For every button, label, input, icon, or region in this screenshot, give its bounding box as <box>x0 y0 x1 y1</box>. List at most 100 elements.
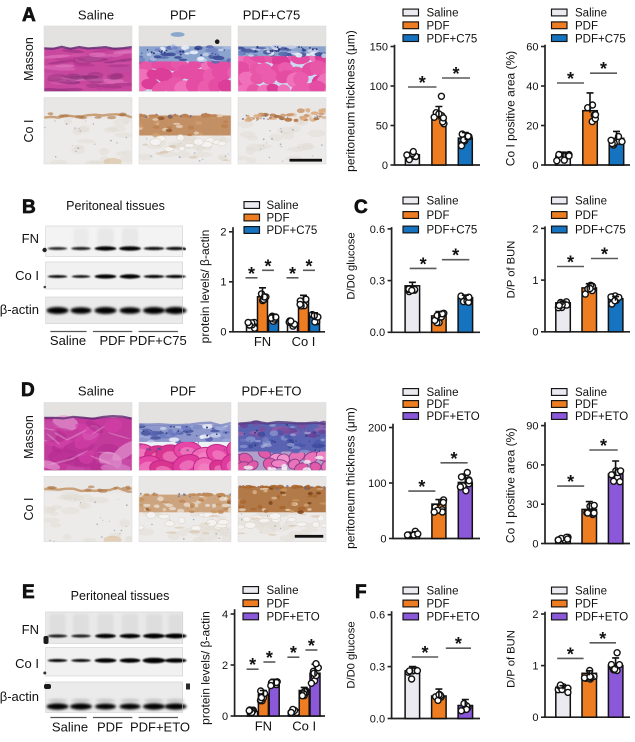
svg-text:0.6: 0.6 <box>370 610 385 622</box>
svg-text:Saline: Saline <box>575 196 607 208</box>
svg-text:0.3: 0.3 <box>370 276 385 288</box>
svg-text:Saline: Saline <box>50 333 86 348</box>
svg-text:F: F <box>355 582 367 603</box>
svg-text:0: 0 <box>222 711 228 723</box>
svg-text:Saline: Saline <box>427 8 459 20</box>
svg-text:peritoneum thickness (μm): peritoneum thickness (μm) <box>344 30 358 172</box>
svg-text:*: * <box>421 643 428 663</box>
svg-text:0: 0 <box>532 160 538 172</box>
svg-text:D/P of BUN: D/P of BUN <box>506 630 518 688</box>
svg-text:*: * <box>599 629 606 649</box>
svg-text:PDF: PDF <box>97 720 123 735</box>
svg-text:PDF: PDF <box>575 210 598 222</box>
svg-text:Saline: Saline <box>575 8 607 20</box>
svg-text:PDF+ETO: PDF+ETO <box>241 384 301 399</box>
svg-text:D/D0 glucose: D/D0 glucose <box>346 232 358 299</box>
svg-text:40: 40 <box>526 81 538 93</box>
svg-text:Masson: Masson <box>22 415 36 459</box>
svg-text:*: * <box>248 264 255 284</box>
svg-text:*: * <box>305 256 312 276</box>
svg-text:Co I: Co I <box>15 656 39 671</box>
svg-text:2: 2 <box>532 609 538 621</box>
svg-text:60: 60 <box>526 460 538 472</box>
svg-text:E: E <box>22 582 35 603</box>
svg-text:FN: FN <box>255 719 272 734</box>
svg-text:PDF+C75: PDF+C75 <box>575 33 626 45</box>
svg-text:0: 0 <box>532 327 538 339</box>
svg-text:PDF: PDF <box>100 333 126 348</box>
svg-text:0: 0 <box>380 533 386 545</box>
svg-text:*: * <box>567 69 574 89</box>
svg-text:PDF: PDF <box>427 399 450 411</box>
svg-text:Co I: Co I <box>22 498 36 521</box>
svg-text:Masson: Masson <box>22 37 36 81</box>
svg-text:0.3: 0.3 <box>370 662 385 674</box>
svg-text:200: 200 <box>368 422 386 434</box>
svg-text:PDF: PDF <box>427 210 450 222</box>
svg-text:*: * <box>601 245 608 265</box>
svg-text:1: 1 <box>532 661 538 673</box>
svg-text:D: D <box>21 380 35 401</box>
svg-text:PDF+C75: PDF+C75 <box>243 8 300 23</box>
svg-text:PDF: PDF <box>267 213 290 225</box>
svg-text:2: 2 <box>220 227 226 239</box>
svg-text:Saline: Saline <box>78 384 114 399</box>
svg-text:*: * <box>455 634 462 654</box>
svg-text:*: * <box>289 264 296 284</box>
svg-text:FN: FN <box>22 622 39 637</box>
svg-text:0.0: 0.0 <box>370 327 385 339</box>
svg-text:PDF: PDF <box>427 599 450 611</box>
svg-text:*: * <box>451 449 458 469</box>
svg-text:PDF+ETO: PDF+ETO <box>130 720 190 735</box>
svg-text:0: 0 <box>532 712 538 724</box>
svg-text:B: B <box>22 197 36 218</box>
svg-text:PDF: PDF <box>427 21 450 33</box>
svg-text:D/P of BUN: D/P of BUN <box>506 241 518 299</box>
svg-text:*: * <box>418 477 425 497</box>
svg-text:100: 100 <box>370 81 388 93</box>
svg-text:PDF+ETO: PDF+ETO <box>267 612 320 624</box>
svg-text:30: 30 <box>526 499 538 511</box>
svg-text:*: * <box>290 643 297 663</box>
svg-text:PDF+ETO: PDF+ETO <box>427 612 480 624</box>
svg-text:4: 4 <box>222 609 228 621</box>
svg-text:FN: FN <box>254 334 271 349</box>
svg-text:Co I: Co I <box>292 719 316 734</box>
svg-text:PDF+C75: PDF+C75 <box>427 225 478 237</box>
svg-text:20: 20 <box>526 120 538 132</box>
svg-text:PDF+C75: PDF+C75 <box>267 225 318 237</box>
svg-text:150: 150 <box>370 41 388 53</box>
svg-text:*: * <box>249 655 256 675</box>
svg-text:PDF: PDF <box>170 8 196 23</box>
svg-text:*: * <box>420 254 427 274</box>
svg-text:D/D0 glucose: D/D0 glucose <box>346 621 358 688</box>
svg-text:β-actin: β-actin <box>0 689 39 704</box>
svg-text:60: 60 <box>526 41 538 53</box>
svg-text:Saline: Saline <box>52 720 88 735</box>
svg-text:*: * <box>600 59 607 79</box>
svg-text:*: * <box>266 648 273 668</box>
svg-text:β-actin: β-actin <box>0 302 39 317</box>
svg-text:*: * <box>452 64 459 84</box>
svg-text:protein levels/ β-actin: protein levels/ β-actin <box>198 230 212 344</box>
svg-text:Co I positive area (%): Co I positive area (%) <box>504 428 518 543</box>
svg-text:*: * <box>419 73 426 93</box>
svg-text:*: * <box>567 253 574 273</box>
svg-text:Saline: Saline <box>575 387 607 399</box>
svg-text:*: * <box>452 246 459 266</box>
svg-text:peritoneum thickness (μm): peritoneum thickness (μm) <box>344 407 358 549</box>
svg-text:*: * <box>567 472 574 492</box>
svg-text:PDF+C75: PDF+C75 <box>427 33 478 45</box>
svg-text:*: * <box>567 644 574 664</box>
svg-text:PDF: PDF <box>575 399 598 411</box>
svg-text:Saline: Saline <box>575 586 607 598</box>
svg-text:50: 50 <box>376 120 388 132</box>
svg-text:PDF: PDF <box>575 21 598 33</box>
svg-text:1: 1 <box>532 275 538 287</box>
svg-text:Saline: Saline <box>427 387 459 399</box>
svg-text:100: 100 <box>368 478 386 490</box>
svg-text:Saline: Saline <box>427 586 459 598</box>
svg-text:Peritoneal tissues: Peritoneal tissues <box>71 589 170 603</box>
svg-text:PDF+ETO: PDF+ETO <box>575 612 628 624</box>
svg-text:A: A <box>22 5 36 26</box>
